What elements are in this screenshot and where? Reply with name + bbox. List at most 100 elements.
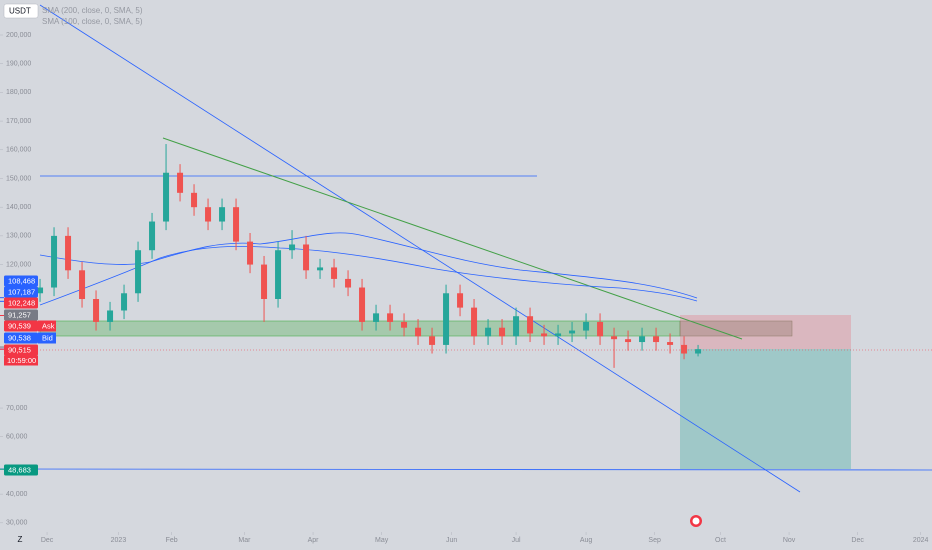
- price-label-box: [4, 275, 38, 287]
- candle-body: [79, 270, 86, 300]
- candle-body: [51, 235, 58, 288]
- candle-body: [695, 349, 702, 354]
- candle-body: [415, 327, 422, 337]
- price-label-box: [4, 286, 38, 298]
- price-label: 102,248: [8, 298, 35, 307]
- x-tick-label: Jul: [512, 537, 521, 544]
- y-tick-label: 150,000: [6, 175, 31, 182]
- y-tick-label: 170,000: [6, 118, 31, 125]
- y-tick-label: 60,000: [6, 434, 28, 441]
- x-tick-label: Sep: [648, 537, 661, 544]
- price-tag: Bid: [42, 333, 53, 342]
- timezone-button[interactable]: Z: [18, 535, 23, 544]
- candle-body: [457, 293, 464, 308]
- symbol-box[interactable]: [3, 3, 39, 19]
- countdown: 10:59:00: [7, 356, 36, 365]
- candle-body: [471, 307, 478, 337]
- price-label-box: [4, 464, 38, 476]
- target-zone: [680, 349, 851, 469]
- y-tick-label: 70,000: [6, 405, 28, 412]
- price-label: 48,683: [8, 465, 31, 474]
- y-tick-label: 130,000: [6, 233, 31, 240]
- overlap-zone: [679, 320, 793, 337]
- x-tick-label: Oct: [715, 537, 726, 544]
- candle-body: [527, 316, 534, 334]
- candle-body: [219, 207, 226, 222]
- candle-body: [331, 267, 338, 279]
- event-icon-inner: [692, 517, 700, 525]
- candle-body: [149, 221, 156, 251]
- candle-body: [205, 207, 212, 222]
- candle-body: [289, 244, 296, 251]
- candle-body: [303, 244, 310, 271]
- candle-body: [499, 327, 506, 337]
- candle-body: [401, 321, 408, 328]
- candle-body: [177, 172, 184, 193]
- x-tick-label: Apr: [308, 537, 320, 544]
- y-tick-label: 180,000: [6, 89, 31, 96]
- x-tick-label: May: [375, 537, 389, 544]
- candle-body: [485, 327, 492, 337]
- price-label: 90,539: [8, 321, 31, 330]
- price-label: 90,538: [8, 333, 31, 342]
- candle-body: [429, 336, 436, 345]
- price-tag-box: [38, 320, 56, 332]
- candle-body: [345, 278, 352, 288]
- y-tick-label: 40,000: [6, 491, 28, 498]
- candle-body: [107, 310, 114, 322]
- candle-body: [611, 336, 618, 340]
- y-tick-label: 140,000: [6, 204, 31, 211]
- price-label-box: [4, 297, 38, 309]
- candle-body: [191, 192, 198, 208]
- symbol: USDT: [9, 7, 31, 16]
- y-tick-label: 30,000: [6, 520, 28, 527]
- price-label-box: [4, 320, 38, 332]
- sma-line: [39, 232, 698, 299]
- x-tick-label: Jun: [446, 537, 457, 544]
- y-tick-label: 160,000: [6, 147, 31, 154]
- down-trend-line: [162, 137, 743, 340]
- y-tick-label: 200,000: [6, 32, 31, 39]
- candle-body: [275, 250, 282, 300]
- price-label: 91,257: [8, 310, 31, 319]
- candle-body: [37, 287, 44, 294]
- x-tick-label: Nov: [783, 537, 796, 544]
- candle-body: [681, 344, 688, 354]
- x-tick-label: Dec: [41, 537, 54, 544]
- candle-body: [65, 235, 72, 271]
- candle-body: [247, 241, 254, 265]
- price-label: 90,515: [8, 345, 31, 354]
- candle-body: [233, 207, 240, 242]
- candle-body: [387, 313, 394, 322]
- candle-body: [667, 342, 674, 345]
- candle-body: [93, 299, 100, 322]
- candle-body: [555, 333, 562, 337]
- candle-body: [261, 264, 268, 300]
- x-tick-label: 2024: [913, 537, 929, 544]
- candle-body: [639, 336, 646, 343]
- candle-body: [625, 339, 632, 343]
- price-label: 107,187: [8, 287, 35, 296]
- price-label: 108,468: [8, 276, 35, 285]
- y-tick-label: 120,000: [6, 261, 31, 268]
- candle-body: [121, 293, 128, 311]
- countdown-box: [4, 355, 38, 366]
- sma-line: [39, 245, 698, 306]
- candle-body: [597, 321, 604, 337]
- candle-body: [513, 316, 520, 337]
- target-line: [0, 468, 932, 471]
- candle-body: [653, 336, 660, 343]
- indicator-legend: SMA (100, close, 0, SMA, 5): [42, 17, 143, 26]
- candle-body: [443, 293, 450, 345]
- price-tag-box: [38, 332, 56, 344]
- indicator-legend: SMA (200, close, 0, SMA, 5): [42, 6, 143, 15]
- x-tick-label: Aug: [580, 537, 593, 544]
- candle-body: [359, 287, 366, 322]
- y-tick-label: 190,000: [6, 61, 31, 68]
- candle-body: [583, 321, 590, 331]
- candle-body: [373, 313, 380, 322]
- x-tick-label: Feb: [166, 537, 178, 544]
- candle-body: [541, 333, 548, 337]
